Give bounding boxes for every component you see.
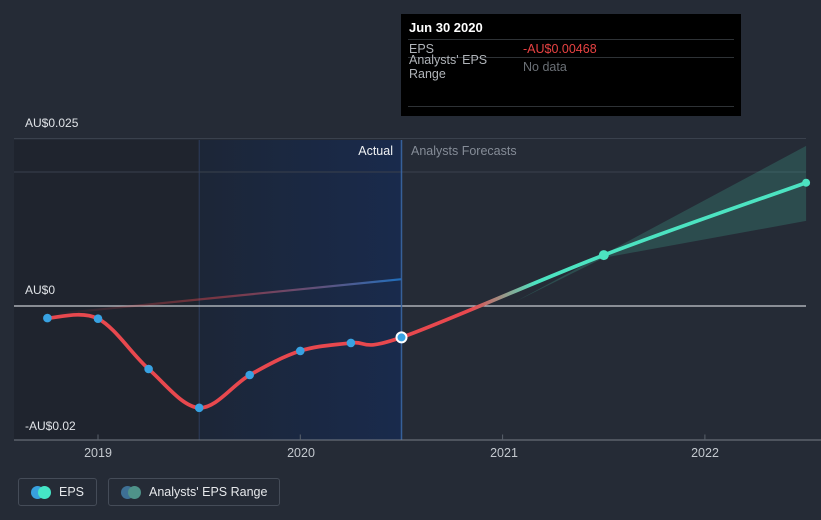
y-axis-label-top: AU$0.025 — [25, 116, 79, 130]
tooltip-range-value: No data — [523, 59, 567, 74]
tooltip-range-label: Analysts' EPS Range — [409, 52, 488, 81]
tooltip-eps-label: EPS — [409, 41, 435, 56]
x-axis-label-2020: 2020 — [287, 446, 315, 460]
chart-legend: EPS Analysts' EPS Range — [18, 478, 281, 506]
legend-eps-label: EPS — [59, 485, 85, 499]
legend-range-button[interactable]: Analysts' EPS Range — [108, 478, 281, 506]
y-axis-label-bottom: -AU$0.02 — [25, 419, 76, 433]
tooltip-divider — [408, 106, 734, 107]
tooltip-row-range: Analysts' EPS Range No data — [408, 53, 734, 81]
legend-range-label: Analysts' EPS Range — [149, 485, 268, 499]
range-series-icon — [121, 485, 142, 499]
actual-region-label: Actual — [358, 144, 393, 158]
x-axis-label-2019: 2019 — [84, 446, 112, 460]
tooltip-row-eps: EPS -AU$0.00468 — [408, 40, 734, 58]
tooltip-date: Jun 30 2020 — [408, 14, 734, 40]
x-axis-label-2021: 2021 — [490, 446, 518, 460]
chart-tooltip: Jun 30 2020 EPS -AU$0.00468 Analysts' EP… — [401, 14, 741, 116]
forecasts-region-label: Analysts Forecasts — [411, 144, 517, 158]
x-axis-label-2022: 2022 — [691, 446, 719, 460]
tooltip-eps-value: -AU$0.00468 — [523, 41, 597, 56]
legend-eps-button[interactable]: EPS — [18, 478, 98, 506]
y-axis-label-zero: AU$0 — [25, 283, 56, 297]
eps-series-icon — [31, 485, 51, 499]
